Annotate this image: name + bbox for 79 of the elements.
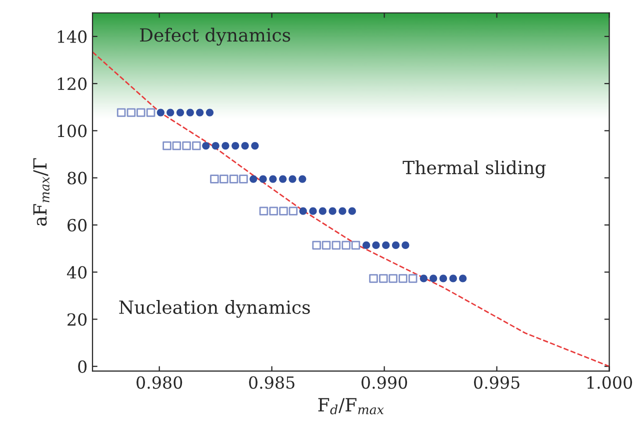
x-tick-label: 1.000: [587, 376, 632, 389]
point: [126, 108, 136, 117]
point: [402, 241, 410, 250]
point: [379, 274, 388, 283]
point: [146, 108, 156, 117]
point: [186, 108, 194, 116]
point: [388, 274, 398, 283]
point: [279, 175, 287, 183]
point: [338, 207, 346, 215]
y-axis-title: aF$_{max}$/Γ: [33, 158, 50, 226]
point: [408, 274, 418, 283]
point: [232, 142, 240, 150]
annotation: Defect dynamics: [140, 28, 290, 46]
point: [279, 206, 288, 216]
point: [241, 142, 249, 150]
y-tick-label: 0: [78, 360, 87, 373]
y-tick-label: 120: [58, 78, 87, 90]
point: [309, 207, 317, 215]
point: [342, 240, 350, 250]
y-tick-label: 60: [68, 218, 87, 232]
point: [420, 274, 428, 282]
x-tick-label: 0.990: [362, 376, 408, 389]
point: [172, 141, 182, 150]
y-tick-label: 80: [68, 172, 87, 184]
point: [162, 141, 172, 150]
point: [449, 274, 457, 282]
point: [269, 175, 277, 183]
point: [212, 142, 220, 150]
point: [269, 206, 278, 216]
point: [166, 108, 174, 116]
point: [202, 142, 210, 150]
point: [392, 241, 400, 250]
point: [362, 241, 370, 250]
point: [116, 108, 126, 117]
point: [372, 241, 380, 250]
line-series: [92, 51, 610, 368]
x-tick-label: 0.980: [136, 376, 182, 389]
point: [298, 175, 306, 183]
point: [206, 108, 214, 116]
x-tick-label: 0.995: [474, 376, 520, 389]
point: [312, 240, 321, 250]
point: [439, 274, 448, 282]
y-tick-label: 140: [58, 30, 87, 44]
point: [210, 174, 219, 184]
point: [136, 108, 146, 117]
point: [176, 108, 184, 116]
point: [259, 175, 267, 183]
point: [369, 274, 378, 283]
point: [318, 207, 326, 215]
x-tick-label: 0.985: [249, 376, 294, 389]
point: [196, 108, 204, 116]
point: [156, 108, 164, 116]
y-tick-label: 20: [68, 313, 87, 326]
point: [220, 174, 228, 184]
point: [322, 240, 331, 250]
point: [250, 175, 258, 183]
point: [251, 142, 259, 150]
annotation: Thermal sliding: [402, 160, 546, 178]
point: [459, 274, 467, 282]
point: [299, 207, 307, 215]
point: [222, 142, 230, 150]
point: [348, 207, 356, 215]
point: [328, 207, 336, 215]
y-tick-label: 40: [66, 266, 87, 279]
annotation: Nucleation dynamics: [119, 300, 310, 318]
point: [382, 241, 390, 250]
point: [332, 240, 341, 250]
point: [229, 174, 238, 184]
point: [288, 206, 298, 216]
x-axis-title: F$_{d}$/F$_{max}$: [318, 398, 384, 414]
point: [288, 175, 296, 183]
point: [239, 174, 248, 184]
point: [259, 206, 268, 216]
point: [192, 141, 201, 150]
point: [351, 240, 360, 250]
point: [430, 274, 438, 282]
y-tick-label: 100: [58, 124, 87, 138]
point: [182, 141, 191, 150]
point: [398, 274, 408, 283]
